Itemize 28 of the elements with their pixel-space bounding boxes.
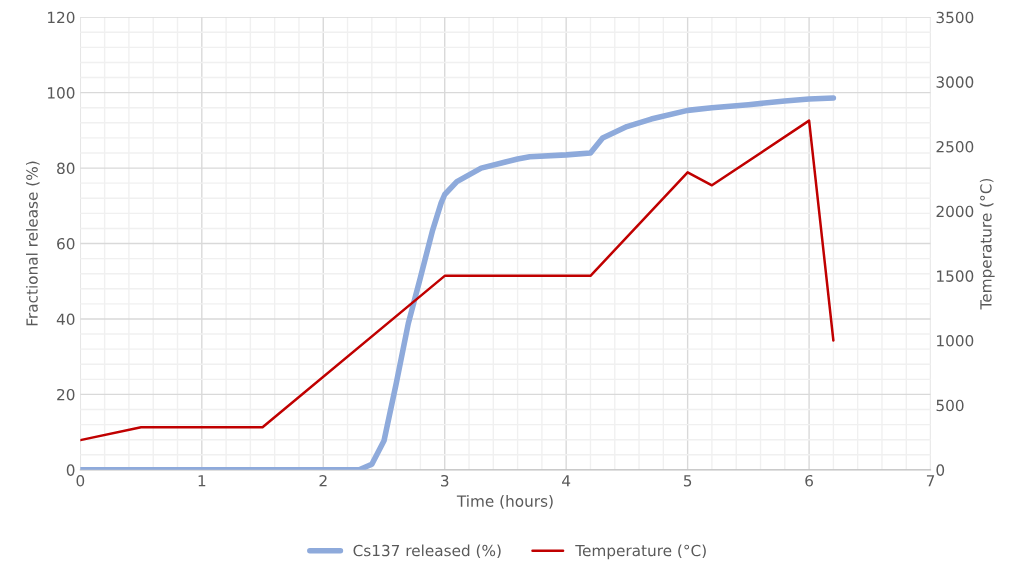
y2-axis-title: Temperature (°C)	[979, 178, 995, 310]
y2-tick-label: 3500	[936, 11, 974, 24]
x-axis-title: Time (hours)	[456, 495, 553, 509]
y2-tick-label: 2500	[936, 140, 974, 153]
y2-tick-label: 2000	[936, 205, 974, 218]
y2-tick-label: 0	[936, 464, 945, 476]
legend-label: Cs137 released (%)	[353, 544, 501, 559]
y2-tick-label: 3000	[936, 76, 974, 88]
x-tick-label: 3	[441, 474, 449, 487]
y-tick-label: 120	[48, 11, 75, 24]
y-axis-title: Fractional release (%)	[25, 161, 40, 326]
x-tick-label: 6	[805, 474, 813, 487]
x-tick-label: 5	[683, 475, 692, 487]
y-tick-label: 20	[57, 388, 75, 401]
y2-tick-label: 500	[936, 399, 964, 412]
x-tick-label: 0	[76, 474, 85, 487]
y-tick-label: 100	[48, 87, 75, 99]
x-tick-label: 2	[319, 474, 327, 487]
x-tick-label: 7	[926, 475, 935, 487]
y2-tick-label: 1000	[937, 334, 974, 347]
y-tick-label: 60	[57, 237, 75, 250]
y-tick-label: 40	[56, 313, 75, 325]
x-tick-label: 4	[562, 475, 571, 487]
y-tick-label: 0	[66, 464, 75, 476]
x-tick-label: 1	[198, 475, 206, 487]
legend-label: Temperature (°C)	[575, 544, 706, 560]
y2-tick-label: 1500	[937, 270, 974, 282]
y-tick-label: 80	[57, 162, 75, 175]
